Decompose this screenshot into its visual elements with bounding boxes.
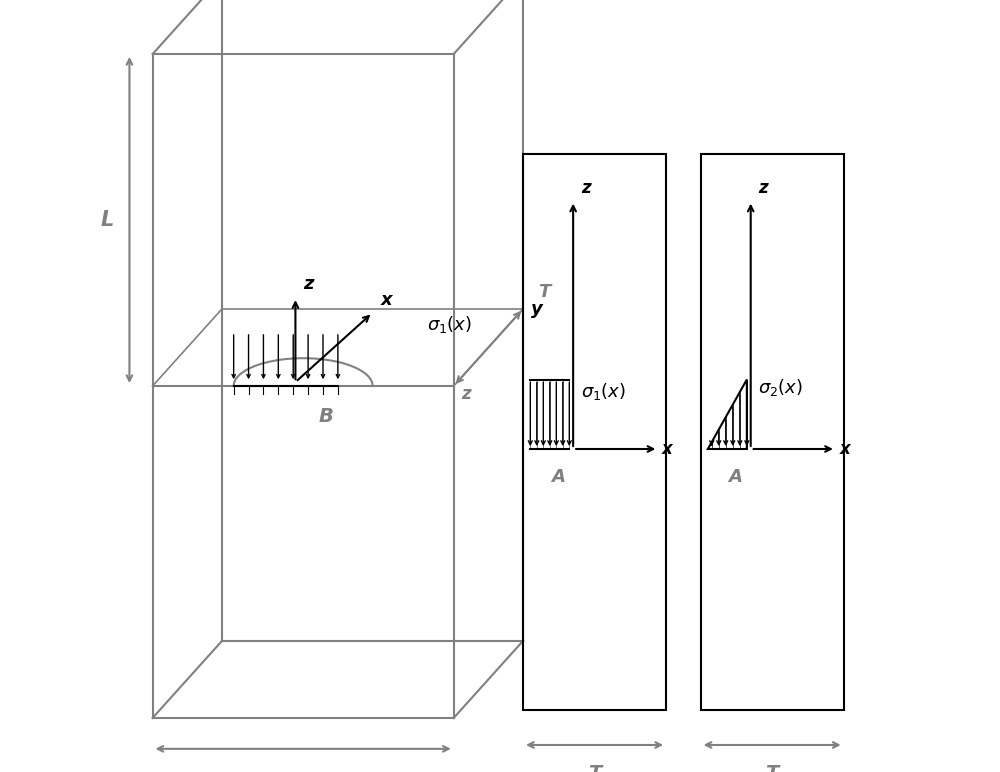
- Text: x: x: [662, 440, 673, 458]
- Text: L: L: [101, 210, 114, 230]
- Text: $\sigma_2(x)$: $\sigma_2(x)$: [758, 377, 803, 398]
- Text: T: T: [766, 764, 779, 772]
- Text: y: y: [531, 300, 543, 318]
- Text: z: z: [758, 179, 768, 197]
- Text: B: B: [319, 408, 333, 426]
- Text: z: z: [461, 384, 471, 403]
- Text: z: z: [303, 276, 314, 293]
- Text: z: z: [581, 179, 590, 197]
- Text: $\sigma_1(x)$: $\sigma_1(x)$: [427, 313, 472, 335]
- Text: $\sigma_1(x)$: $\sigma_1(x)$: [581, 381, 626, 401]
- Text: x: x: [840, 440, 850, 458]
- Text: A: A: [551, 469, 565, 486]
- Text: T: T: [539, 283, 551, 301]
- Text: x: x: [380, 291, 392, 309]
- Text: A: A: [728, 469, 742, 486]
- Text: T: T: [588, 764, 601, 772]
